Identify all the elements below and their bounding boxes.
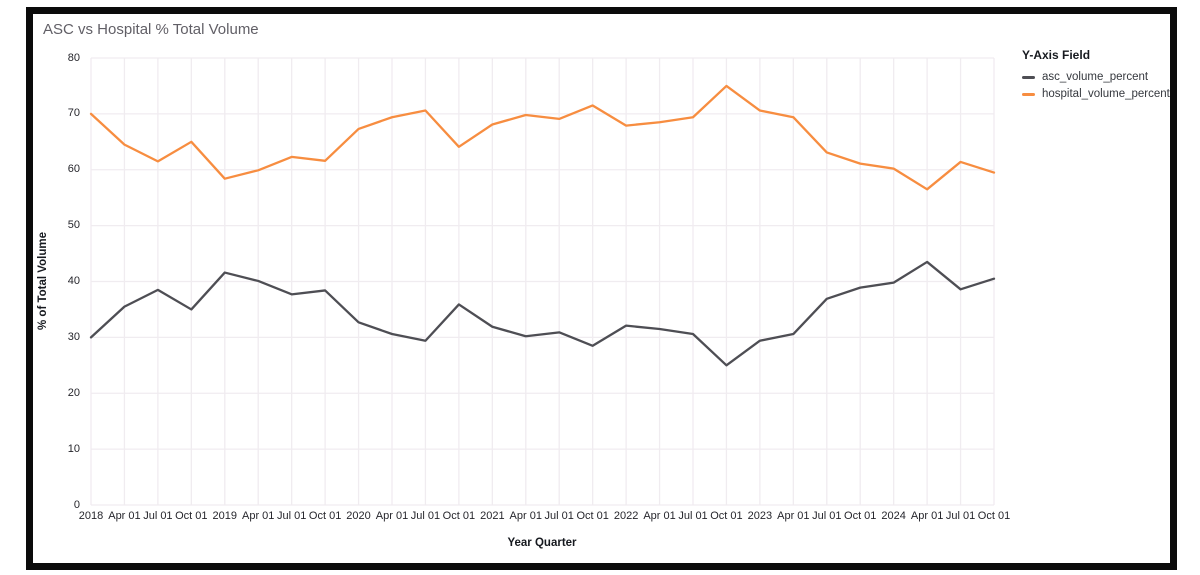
legend-item-label: asc_volume_percent [1042,71,1149,83]
gridlines [90,57,995,506]
x-tick-label: Apr 01 [375,510,409,522]
series-line-asc_volume_percent[interactable] [89,260,996,367]
x-tick-label: Apr 01 [108,510,141,522]
x-tick-label: Apr 01 [509,510,542,522]
x-tick-label: Oct 01 [977,510,1011,522]
x-axis-title: Year Quarter [507,537,577,549]
legend-item-hospital[interactable]: hospital_volume_percent [1022,88,1172,100]
x-tick-label: Jul 01 [812,510,842,522]
x-tick-label: Apr 01 [910,510,944,522]
x-tick-label: Oct 01 [308,510,342,522]
x-tick-label: Oct 01 [844,510,877,522]
x-tick-label: Jul 01 [544,510,574,522]
legend-line-swatch-icon [1022,92,1035,96]
x-tick-label: 2021 [480,510,505,522]
x-tick-label: Jul 01 [678,510,708,522]
x-tick-label: Oct 01 [442,510,476,522]
legend-item-asc[interactable]: asc_volume_percent [1022,71,1172,83]
x-tick-label: Jul 01 [143,510,173,522]
x-tick-label: Apr 01 [777,510,810,522]
y-axis-title: % of Total Volume [37,232,49,330]
x-tick-label: Jul 01 [276,510,307,522]
y-tick-label: 40 [67,275,80,287]
y-tick-label: 60 [67,163,80,176]
x-tick-label: 2020 [346,510,371,522]
x-tick-label: Oct 01 [175,510,208,522]
x-tick-label: 2023 [747,510,773,522]
x-tick-label: 2022 [613,510,639,522]
y-tick-label: 30 [67,330,80,343]
y-tick-label: 50 [67,219,80,232]
x-tick-label: Apr 01 [643,510,676,522]
chart-title: ASC vs Hospital % Total Volume [43,21,259,38]
x-tick-label: Jul 01 [410,510,441,522]
series-line-hospital_volume_percent[interactable] [89,84,996,191]
x-tick-label: 2019 [212,510,238,522]
x-tick-label: Apr 01 [242,510,275,522]
x-tick-label: Oct 01 [576,510,609,522]
y-tick-label: 10 [67,442,80,455]
y-tick-label: 70 [67,107,80,120]
x-tick-label: Oct 01 [710,510,743,522]
x-tick-label: 2024 [881,510,906,522]
legend-title: Y-Axis Field [1022,48,1091,62]
legend-item-label: hospital_volume_percent [1042,88,1170,100]
widget-frame [26,7,1177,570]
y-tick-label: 20 [67,386,80,399]
y-tick-label: 80 [67,51,80,64]
x-tick-label: Jul 01 [945,510,976,522]
x-tick-label: 2018 [78,510,104,522]
legend-line-swatch-icon [1022,75,1035,79]
y-tick-label: 0 [73,498,80,511]
legend: Y-Axis Field asc_volume_percent hospital… [1022,48,1172,105]
